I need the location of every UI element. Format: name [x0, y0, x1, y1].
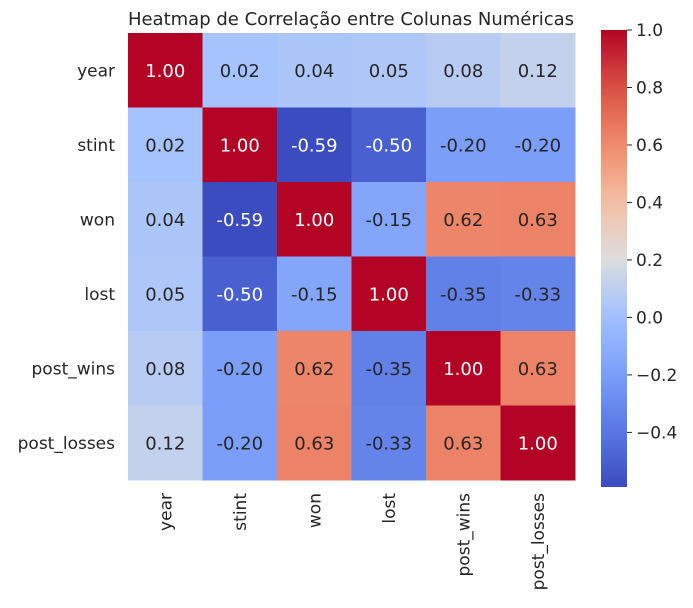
x-tick-label-lost: lost — [380, 493, 400, 524]
cell-value-label: 1.00 — [145, 61, 185, 82]
heatmap-cells: 1.00 0.02 0.04 0.05 0.08 0.12 0.02 1.00 -0.59 -0.… — [128, 33, 576, 481]
colorbar-tick-label: 0.8 — [636, 78, 663, 98]
x-tick-label-stint: stint — [231, 493, 251, 531]
heatmap-cell-post_losses-post_wins — [426, 405, 501, 481]
heatmap-cell-won-won — [277, 182, 352, 257]
y-tick-label-stint: stint — [77, 136, 115, 156]
heatmap-cell-lost-stint — [202, 256, 278, 332]
cell-value-label: -0.59 — [291, 135, 338, 156]
colorbar: −0.4 −0.2 0.0 0.2 0.4 0.6 0.8 1.0 — [601, 21, 677, 487]
cell-value-label: 0.63 — [518, 359, 558, 380]
heatmap-cell-won-lost — [351, 182, 427, 257]
heatmap-cell-won-stint — [202, 182, 278, 257]
cell-value-label: -0.35 — [365, 359, 412, 380]
cell-value-label: 0.05 — [369, 61, 409, 82]
heatmap-cell-year-stint — [202, 33, 278, 108]
heatmap-cell-post_losses-lost — [351, 405, 427, 481]
chart-title: Heatmap de Correlação entre Colunas Numé… — [128, 9, 574, 30]
heatmap-cell-post_losses-stint — [202, 405, 278, 481]
heatmap-cell-post_wins-won — [277, 331, 352, 406]
cell-value-label: -0.35 — [440, 284, 487, 305]
cell-value-label: 0.05 — [145, 284, 185, 305]
x-tick-label-post_wins: post_wins — [454, 493, 474, 577]
colorbar-tick-label: −0.4 — [636, 423, 677, 443]
heatmap-cell-post_wins-year — [128, 331, 203, 406]
cell-value-label: -0.59 — [216, 210, 263, 231]
y-tick-label-won: won — [80, 210, 115, 230]
x-tick-label-post_losses: post_losses — [529, 493, 549, 591]
cell-value-label: -0.20 — [216, 359, 263, 380]
cell-value-label: 1.00 — [518, 433, 558, 454]
colorbar-tick-label: 0.2 — [636, 251, 663, 271]
cell-value-label: -0.50 — [216, 284, 263, 305]
x-axis-labels: year stint won lost post_wins post_losses — [156, 493, 549, 591]
cell-value-label: -0.15 — [291, 284, 338, 305]
heatmap-cell-lost-post_wins — [426, 256, 501, 332]
cell-value-label: -0.50 — [365, 135, 412, 156]
y-tick-label-post_wins: post_wins — [32, 359, 116, 379]
y-axis-labels: year stint won lost post_wins post_losses — [18, 61, 116, 454]
heatmap-cell-won-post_losses — [500, 182, 576, 257]
heatmap-cell-lost-won — [277, 256, 352, 332]
heatmap-cell-year-post_losses — [500, 33, 576, 108]
heatmap-cell-lost-lost — [351, 256, 427, 332]
cell-value-label: 0.63 — [294, 433, 334, 454]
heatmap-cell-post_losses-post_losses — [500, 405, 576, 481]
cell-value-label: 0.62 — [294, 359, 334, 380]
heatmap-cell-lost-year — [128, 256, 203, 332]
heatmap-cell-post_wins-post_wins — [426, 331, 501, 406]
heatmap-cell-post_wins-stint — [202, 331, 278, 406]
cell-value-label: 0.08 — [145, 359, 185, 380]
heatmap-cell-stint-lost — [351, 107, 427, 183]
heatmap-cell-year-won — [277, 33, 352, 108]
heatmap-cell-year-lost — [351, 33, 427, 108]
cell-value-label: 0.08 — [443, 61, 483, 82]
heatmap-cell-stint-won — [277, 107, 352, 183]
heatmap-cell-stint-post_wins — [426, 107, 501, 183]
heatmap-cell-post_losses-year — [128, 405, 203, 481]
cell-value-label: -0.33 — [365, 433, 412, 454]
x-tick-label-year: year — [156, 493, 176, 531]
heatmap-cell-year-year — [128, 33, 203, 108]
cell-value-label: -0.33 — [514, 284, 561, 305]
cell-value-label: -0.15 — [365, 210, 412, 231]
cell-value-label: -0.20 — [514, 135, 561, 156]
cell-value-label: -0.20 — [440, 135, 487, 156]
heatmap-cell-won-post_wins — [426, 182, 501, 257]
cell-value-label: -0.20 — [216, 433, 263, 454]
cell-value-label: 0.04 — [294, 61, 334, 82]
cell-value-label: 0.12 — [518, 61, 558, 82]
cell-value-label: 0.62 — [443, 210, 483, 231]
y-tick-label-post_losses: post_losses — [18, 434, 116, 454]
colorbar-tick-label: 0.4 — [636, 193, 663, 213]
cell-value-label: 0.04 — [145, 210, 185, 231]
colorbar-gradient — [601, 30, 627, 487]
heatmap-cell-stint-year — [128, 107, 203, 183]
cell-value-label: 0.02 — [220, 61, 260, 82]
cell-value-label: 1.00 — [220, 135, 260, 156]
heatmap-cell-post_wins-post_losses — [500, 331, 576, 406]
heatmap-cell-post_losses-won — [277, 405, 352, 481]
heatmap-cell-year-post_wins — [426, 33, 501, 108]
cell-value-label: 0.12 — [145, 433, 185, 454]
cell-value-label: 1.00 — [294, 210, 334, 231]
heatmap-cell-won-year — [128, 182, 203, 257]
y-tick-label-lost: lost — [84, 285, 115, 305]
colorbar-tick-label: 1.0 — [636, 21, 663, 41]
cell-value-label: 0.02 — [145, 135, 185, 156]
heatmap-cell-stint-stint — [202, 107, 278, 183]
cell-value-label: 1.00 — [443, 359, 483, 380]
cell-value-label: 0.63 — [443, 433, 483, 454]
colorbar-tick-label: 0.0 — [636, 308, 663, 328]
colorbar-tick-label: −0.2 — [636, 366, 677, 386]
heatmap-cell-post_wins-lost — [351, 331, 427, 406]
cell-value-label: 1.00 — [369, 284, 409, 305]
cell-value-label: 0.63 — [518, 210, 558, 231]
heatmap-cell-stint-post_losses — [500, 107, 576, 183]
heatmap-cell-lost-post_losses — [500, 256, 576, 332]
x-tick-label-won: won — [305, 493, 325, 528]
y-tick-label-year: year — [77, 61, 115, 81]
colorbar-tick-label: 0.6 — [636, 136, 663, 156]
